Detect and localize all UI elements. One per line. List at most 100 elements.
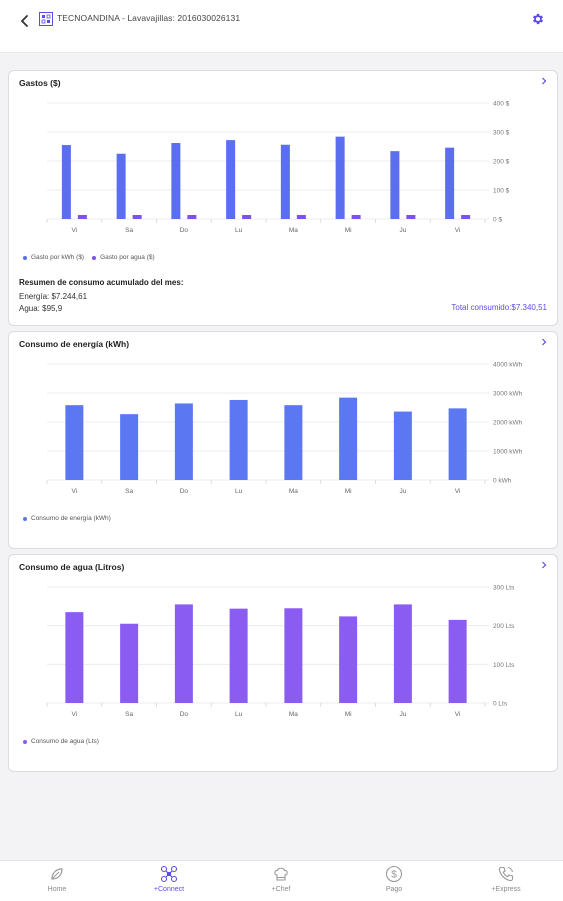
summary-total: Total consumido:$7.340,51	[451, 303, 547, 312]
agua-legend: Consumo de agua (Lts)	[23, 738, 107, 745]
bar[interactable]	[120, 414, 139, 480]
energia-legend: Consumo de energía (kWh)	[23, 515, 119, 522]
x-tick-label: Vi	[455, 711, 461, 718]
bar[interactable]	[77, 215, 87, 219]
gastos-card-title: Gastos ($)	[19, 78, 61, 88]
legend-item-energia: Consumo de energía (kWh)	[23, 515, 111, 522]
summary-title: Resumen de consumo acumulado del mes:	[19, 278, 184, 287]
x-tick-label: Mi	[345, 711, 352, 718]
y-tick-label: 200 $	[493, 159, 510, 166]
chevron-right-icon	[542, 338, 547, 346]
settings-button[interactable]	[529, 10, 547, 28]
chevron-right-icon	[542, 561, 547, 569]
nav-home[interactable]: Home	[17, 865, 97, 899]
bar[interactable]	[390, 151, 400, 219]
gastos-chart: 400 $ 300 $ 200 $ 100 $ 0 $ Vi Sa Do Lu Ma Mi Ju Vi	[46, 101, 510, 234]
x-tick-label: Mi	[345, 227, 352, 234]
x-tick-label: Vi	[455, 227, 461, 234]
bar[interactable]	[174, 604, 193, 703]
x-tick-label: Mi	[345, 488, 352, 495]
energia-chart: 4000 kWh 3000 kWh 2000 kWh 1000 kWh 0 kWh Vi S…	[46, 362, 523, 495]
bar[interactable]	[284, 608, 303, 703]
summary-agua: Agua: $95,9	[19, 304, 63, 313]
legend-item-agua-lts: Consumo de agua (Lts)	[23, 738, 99, 745]
bar[interactable]	[393, 411, 412, 480]
nav-connect[interactable]: +Connect	[129, 865, 209, 899]
bar[interactable]	[61, 145, 71, 219]
y-tick-label: 400 $	[493, 101, 510, 108]
x-tick-label: Vi	[72, 227, 78, 234]
bar[interactable]	[174, 403, 193, 480]
home-leaf-icon	[51, 868, 63, 880]
nav-pago[interactable]: $ Pago	[354, 865, 434, 899]
agua-chart: 300 Lts 200 Lts 100 Lts 0 Lts Vi Sa Do Lu Ma Mi Ju…	[46, 585, 515, 718]
y-tick-label: 0 kWh	[493, 478, 512, 485]
bar[interactable]	[65, 405, 84, 480]
bar[interactable]	[461, 215, 471, 219]
bar[interactable]	[120, 623, 139, 703]
bar[interactable]	[171, 143, 181, 219]
gastos-legend: Gasto por kWh ($) Gasto por agua ($)	[23, 254, 163, 261]
drone-connect-icon	[160, 865, 178, 883]
bottom-navigation: Home +Connect +Chef $ Pago +Express	[0, 860, 563, 901]
y-tick-label: 0 Lts	[493, 701, 508, 708]
nav-express[interactable]: +Express	[466, 865, 546, 899]
energia-card: Consumo de energía (kWh) 4000 kWh 3000 kW…	[8, 331, 558, 549]
gear-icon	[532, 13, 544, 25]
x-tick-label: Lu	[235, 227, 243, 234]
energia-expand-button[interactable]	[538, 336, 550, 348]
bar[interactable]	[226, 140, 236, 219]
chevron-right-icon	[542, 77, 547, 85]
y-tick-label: 1000 kWh	[493, 449, 523, 456]
y-tick-label: 300 Lts	[493, 585, 515, 592]
x-tick-label: Do	[180, 711, 189, 718]
x-tick-label: Sa	[125, 227, 133, 234]
energia-card-title: Consumo de energía (kWh)	[19, 339, 130, 349]
page-title: TECNOANDINA - Lavavajillas: 201603002613…	[57, 13, 241, 23]
bar[interactable]	[448, 619, 467, 703]
svg-text:$: $	[391, 870, 397, 881]
x-tick-label: Sa	[125, 711, 133, 718]
y-tick-label: 100 Lts	[493, 662, 515, 669]
bar[interactable]	[296, 215, 306, 219]
bar[interactable]	[132, 215, 142, 219]
y-tick-label: 0 $	[493, 217, 502, 224]
x-tick-label: Vi	[72, 711, 78, 718]
bar[interactable]	[187, 215, 197, 219]
bar[interactable]	[351, 215, 361, 219]
gastos-card: Gastos ($) 400 $ 300 $ 200 $ 100 $ 0 $ Vi Sa Do…	[8, 70, 558, 326]
x-tick-label: Ju	[399, 711, 406, 718]
bar[interactable]	[116, 153, 126, 219]
x-tick-label: Vi	[455, 488, 461, 495]
bar[interactable]	[448, 408, 467, 480]
bar[interactable]	[280, 144, 290, 219]
x-tick-label: Vi	[72, 488, 78, 495]
gastos-expand-button[interactable]	[538, 75, 550, 87]
bar[interactable]	[339, 397, 358, 480]
agua-expand-button[interactable]	[538, 559, 550, 571]
x-tick-label: Ju	[399, 488, 406, 495]
top-app-bar: TECNOANDINA - Lavavajillas: 201603002613…	[0, 0, 563, 53]
agua-card-title: Consumo de agua (Litros)	[19, 562, 125, 572]
bar[interactable]	[229, 608, 248, 703]
y-tick-label: 4000 kWh	[493, 362, 523, 369]
bar[interactable]	[406, 215, 416, 219]
y-tick-label: 2000 kWh	[493, 420, 523, 427]
bar[interactable]	[339, 616, 358, 703]
nav-chef[interactable]: +Chef	[241, 865, 321, 899]
bar[interactable]	[393, 604, 412, 703]
y-tick-label: 200 Lts	[493, 623, 515, 630]
bar[interactable]	[284, 405, 303, 480]
bar[interactable]	[445, 147, 455, 219]
x-tick-label: Ma	[289, 711, 298, 718]
legend-item-kwh: Gasto por kWh ($)	[23, 254, 84, 261]
bar[interactable]	[242, 215, 252, 219]
y-tick-label: 100 $	[493, 188, 510, 195]
bar[interactable]	[335, 136, 345, 219]
x-tick-label: Lu	[235, 711, 243, 718]
x-tick-label: Ma	[289, 488, 298, 495]
bar[interactable]	[229, 399, 248, 480]
back-button[interactable]	[14, 10, 36, 32]
bar[interactable]	[65, 612, 84, 703]
phone-call-icon	[498, 866, 514, 882]
